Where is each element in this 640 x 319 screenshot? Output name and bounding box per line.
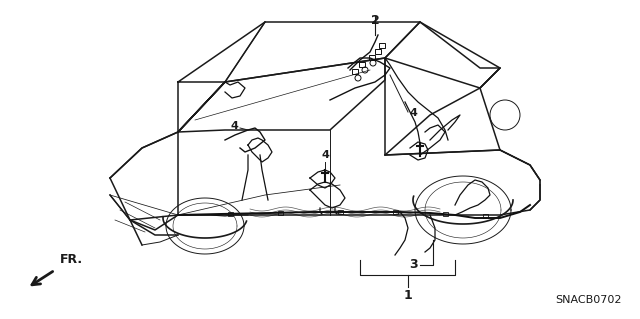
Text: 4: 4: [230, 121, 238, 131]
Bar: [338, 210, 343, 214]
Bar: [369, 55, 375, 60]
Bar: [278, 211, 283, 215]
Bar: [483, 214, 488, 218]
Bar: [379, 43, 385, 48]
Bar: [443, 212, 448, 216]
Text: 3: 3: [410, 258, 418, 271]
Bar: [352, 69, 358, 74]
Bar: [359, 62, 365, 67]
Bar: [375, 49, 381, 54]
Bar: [393, 210, 398, 214]
Text: 1: 1: [403, 289, 412, 302]
Text: 2: 2: [371, 14, 380, 27]
Text: 4: 4: [321, 150, 329, 160]
Bar: [228, 212, 233, 216]
Text: 4: 4: [410, 108, 418, 118]
Text: FR.: FR.: [60, 253, 83, 266]
Text: SNACB0702: SNACB0702: [556, 295, 622, 305]
